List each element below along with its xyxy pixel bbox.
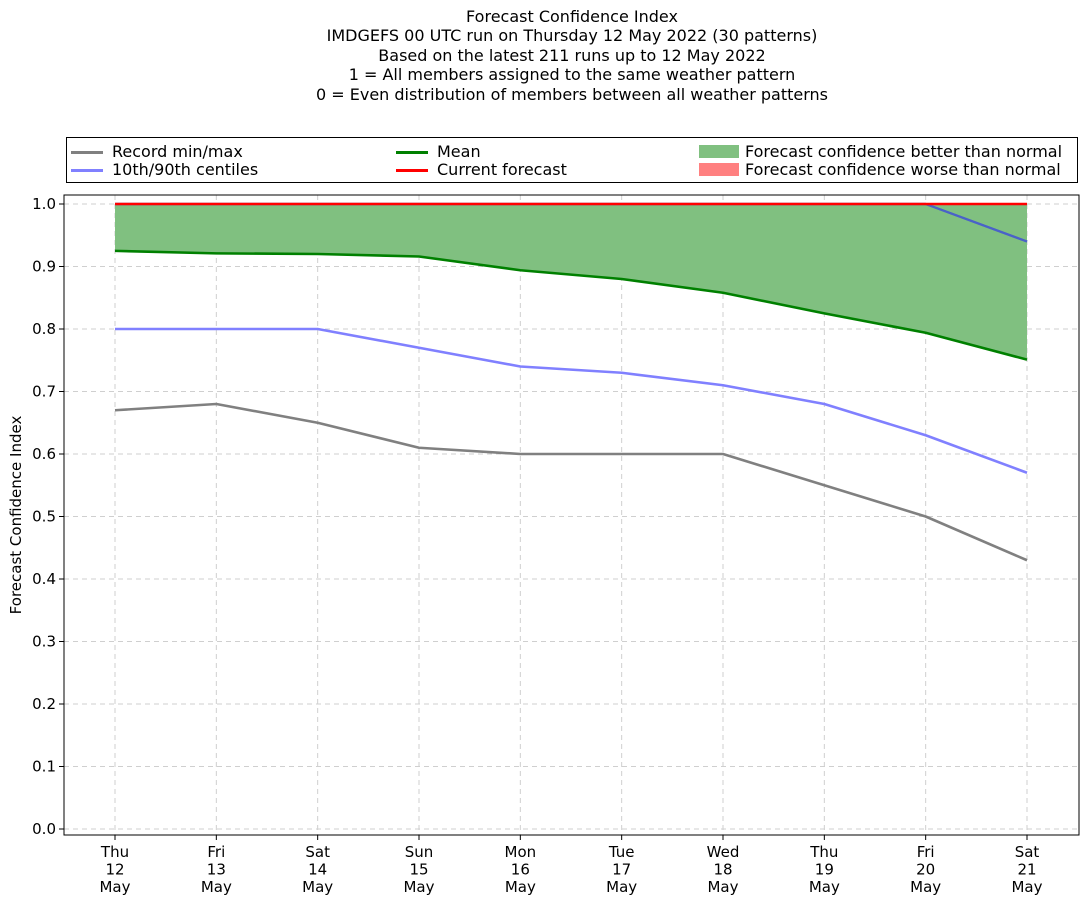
y-tick-label-0: 0.0 — [32, 820, 56, 838]
x-tick-label-5-0: Tue — [608, 843, 635, 861]
x-tick-label-0-2: May — [99, 878, 130, 896]
legend: Record min/max 10th/90th centiles Mean C… — [66, 137, 1078, 183]
y-tick-label-6: 0.6 — [32, 445, 56, 463]
x-tick-label-6-0: Wed — [707, 843, 740, 861]
x-tick-label-3-1: 15 — [409, 861, 428, 879]
x-tick-label-1-1: 13 — [207, 861, 226, 879]
x-tick-label-6-1: 18 — [713, 861, 732, 879]
x-tick-label-7-0: Thu — [809, 843, 838, 861]
legend-swatch-mean — [396, 151, 428, 154]
legend-swatch-worse — [699, 163, 739, 176]
x-tick-label-9-2: May — [1011, 878, 1042, 896]
x-tick-label-7-2: May — [809, 878, 840, 896]
legend-label-better: Forecast confidence better than normal — [745, 142, 1063, 161]
legend-swatch-current — [396, 169, 428, 172]
y-tick-label-3: 0.3 — [32, 633, 56, 651]
legend-swatch-centiles — [71, 169, 103, 172]
y-tick-label-10: 1.0 — [32, 195, 56, 213]
x-tick-label-4-0: Mon — [505, 843, 537, 861]
x-tick-label-5-1: 17 — [612, 861, 631, 879]
x-tick-label-1-0: Fri — [207, 843, 225, 861]
chart-title: Forecast Confidence Index IMDGEFS 00 UTC… — [0, 7, 1092, 104]
x-tick-label-8-2: May — [910, 878, 941, 896]
fill-better-than-normal — [115, 204, 1027, 360]
x-tick-label-6-2: May — [707, 878, 738, 896]
x-tick-label-9-0: Sat — [1015, 843, 1040, 861]
x-tick-label-2-1: 14 — [308, 861, 327, 879]
y-tick-label-5: 0.5 — [32, 508, 56, 526]
x-tick-label-4-1: 16 — [511, 861, 530, 879]
x-tick-label-8-1: 20 — [916, 861, 935, 879]
title-line-4: 1 = All members assigned to the same wea… — [348, 65, 796, 85]
y-tick-label-2: 0.2 — [32, 695, 56, 713]
x-tick-label-8-0: Fri — [917, 843, 935, 861]
x-tick-label-3-2: May — [403, 878, 434, 896]
x-tick-label-1-2: May — [201, 878, 232, 896]
title-line-3: Based on the latest 211 runs up to 12 Ma… — [378, 45, 766, 65]
y-tick-label-7: 0.7 — [32, 383, 56, 401]
y-tick-label-1: 0.1 — [32, 758, 56, 776]
y-axis-label: Forecast Confidence Index — [7, 416, 25, 615]
x-tick-label-2-0: Sat — [305, 843, 330, 861]
y-tick-label-9: 0.9 — [32, 258, 56, 276]
y-tick-label-4: 0.4 — [32, 570, 56, 588]
legend-label-record: Record min/max — [112, 142, 243, 161]
series-line-record-min — [114, 402, 1028, 562]
y-tick-label-8: 0.8 — [32, 320, 56, 338]
legend-label-centiles: 10th/90th centiles — [112, 160, 259, 179]
x-tick-label-3-0: Sun — [405, 843, 434, 861]
title-line-2: IMDGEFS 00 UTC run on Thursday 12 May 20… — [326, 26, 818, 46]
x-tick-label-4-2: May — [505, 878, 536, 896]
x-tick-label-0-0: Thu — [100, 843, 129, 861]
series-line-mean — [114, 249, 1028, 361]
legend-label-mean: Mean — [437, 142, 481, 161]
legend-label-current: Current forecast — [437, 160, 567, 179]
title-line-5: 0 = Even distribution of members between… — [315, 84, 829, 104]
x-tick-label-7-1: 19 — [815, 861, 834, 879]
legend-swatch-record — [71, 151, 103, 154]
x-tick-label-0-1: 12 — [105, 861, 124, 879]
plot-frame — [63, 194, 1080, 836]
x-tick-label-5-2: May — [606, 878, 637, 896]
x-tick-label-2-2: May — [302, 878, 333, 896]
title-line-1: Forecast Confidence Index — [466, 7, 678, 26]
series-line-p10 — [115, 327, 1028, 474]
legend-swatch-better — [699, 145, 739, 158]
x-tick-label-9-1: 21 — [1017, 861, 1036, 879]
legend-label-worse: Forecast confidence worse than normal — [745, 160, 1061, 179]
